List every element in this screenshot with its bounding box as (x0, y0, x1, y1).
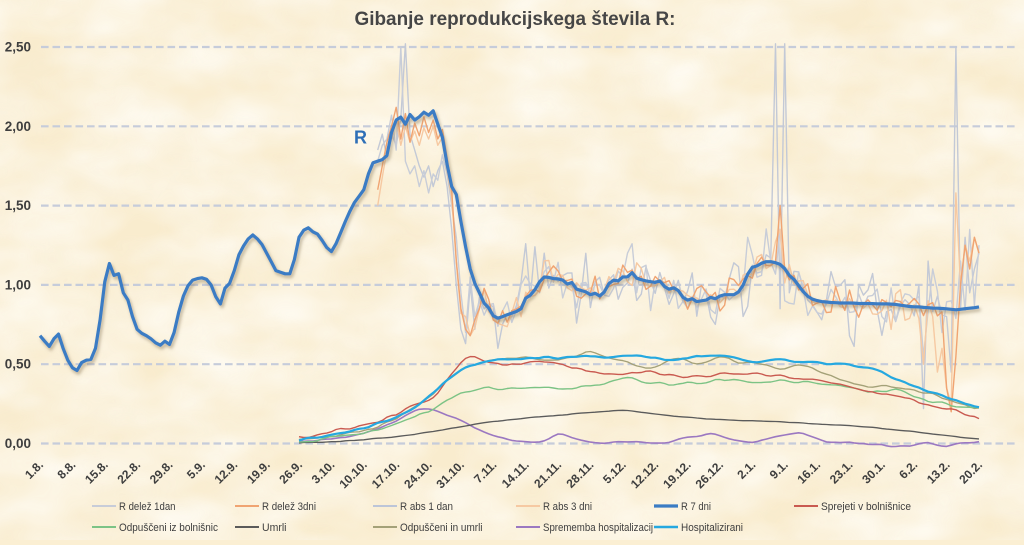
svg-text:R delež 1dan: R delež 1dan (119, 501, 176, 513)
svg-text:R 7 dni: R 7 dni (681, 501, 711, 513)
svg-text:1,50: 1,50 (5, 198, 31, 213)
svg-text:R: R (354, 128, 367, 148)
svg-text:R delež 3dni: R delež 3dni (262, 501, 316, 513)
svg-text:2,50: 2,50 (5, 40, 31, 55)
svg-text:0,00: 0,00 (5, 436, 31, 451)
svg-text:Hospitalizirani: Hospitalizirani (681, 522, 743, 534)
svg-text:Odpuščeni iz bolnišnic: Odpuščeni iz bolnišnic (119, 522, 218, 534)
svg-text:0,50: 0,50 (5, 357, 31, 372)
svg-text:R abs 3 dni: R abs 3 dni (543, 501, 592, 513)
svg-text:Sprejeti v bolnišnice: Sprejeti v bolnišnice (821, 501, 911, 513)
svg-text:Odpuščeni in umrli: Odpuščeni in umrli (400, 522, 483, 534)
svg-text:Sprememba hospitalizacij: Sprememba hospitalizacij (543, 522, 653, 534)
svg-text:Gibanje reprodukcijskega števi: Gibanje reprodukcijskega števila R: (355, 9, 676, 30)
svg-text:1,00: 1,00 (5, 277, 31, 292)
svg-text:2,00: 2,00 (5, 119, 31, 134)
svg-text:R abs 1 dan: R abs 1 dan (400, 501, 453, 513)
svg-text:Umrli: Umrli (262, 522, 287, 534)
